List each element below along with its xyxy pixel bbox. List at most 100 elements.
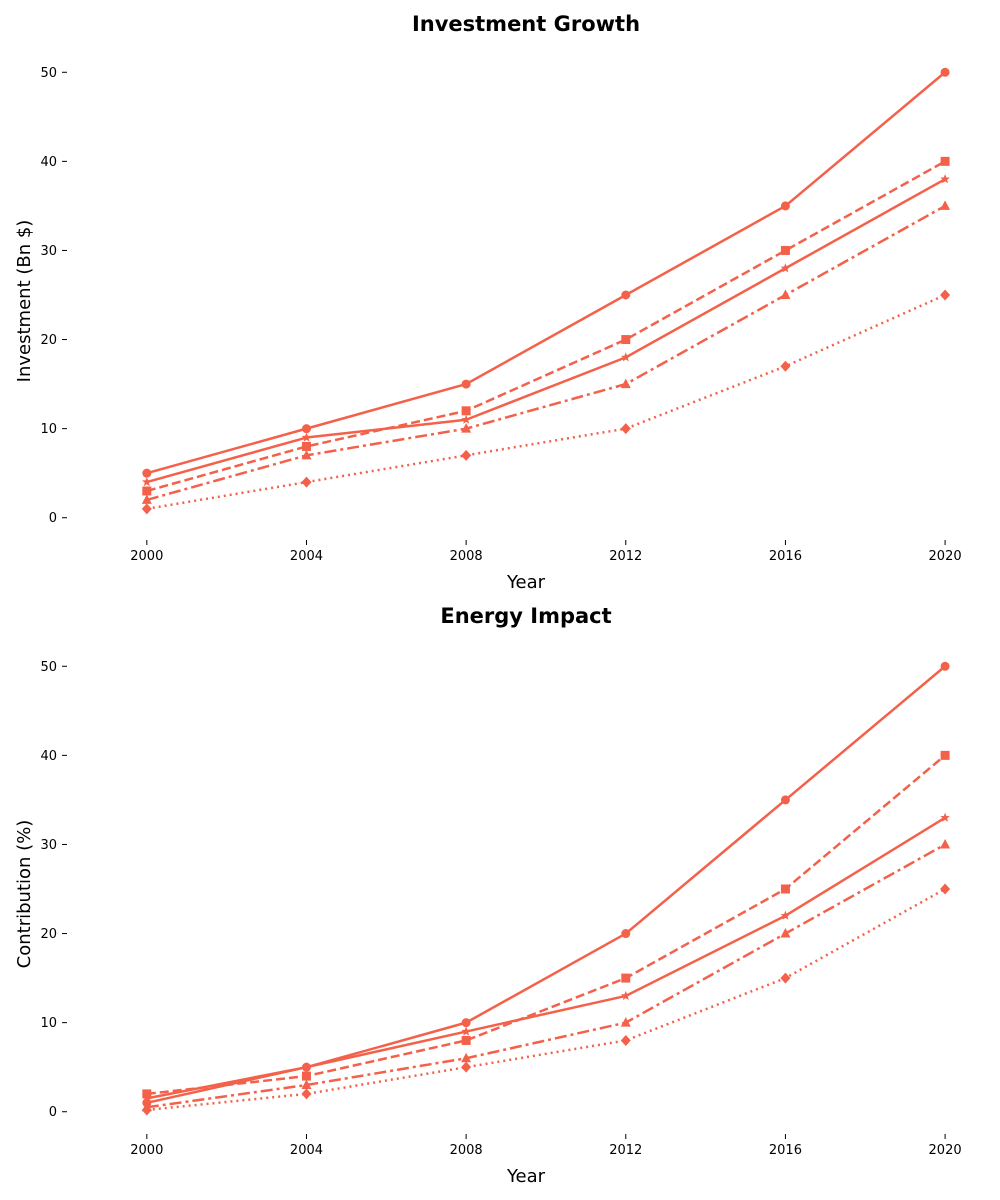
data-point [461,1026,471,1036]
series-3 [141,200,951,504]
data-point [141,1104,152,1116]
data-point [620,378,631,389]
y-axis-label: Investment (Bn $) [14,220,35,383]
data-point [940,174,950,184]
data-point [301,432,312,442]
series-line [146,71,946,475]
investment-growth-chart: Investment Growth Year Investment (Bn $)… [14,12,962,593]
data-point [141,494,152,504]
series-4 [141,883,951,1116]
data-point [301,449,312,460]
x-tick-label: 2012 [609,1143,642,1158]
data-point [780,972,791,984]
data-point [142,477,152,487]
series-2 [142,750,950,1099]
series-2 [142,156,950,496]
data-point [461,1061,472,1073]
series-4 [141,289,951,515]
y-tick-label: 40 [40,749,57,764]
data-point [142,1093,152,1103]
series-line [146,293,946,511]
series-line [146,754,946,1096]
y-tick-label: 20 [40,927,57,942]
data-point [461,379,471,389]
y-tick-label: 50 [40,66,57,81]
series-line [146,160,946,493]
x-axis-label: Year [506,572,546,593]
y-tick-label: 10 [40,422,57,437]
data-point [621,990,631,1000]
data-point [461,1035,471,1045]
data-point [142,486,152,496]
data-point [620,1034,631,1046]
x-tick-label: 2000 [130,549,163,564]
energy-impact-chart: Energy Impact Year Contribution (%) 2000… [14,604,962,1187]
data-point [940,750,950,760]
x-tick-label: 2008 [450,1143,483,1158]
y-tick-label: 0 [49,511,57,526]
data-point [940,156,950,166]
series-line [146,887,946,1112]
x-tick-label: 2016 [769,549,802,564]
series-5 [142,174,950,487]
series-line [146,204,946,502]
chart-title: Investment Growth [412,12,640,36]
data-point [301,476,312,488]
data-point [141,503,152,515]
x-axis-label: Year [506,1166,546,1187]
data-point [940,838,951,849]
data-point [301,424,311,434]
data-point [940,289,951,301]
data-point [301,1071,311,1081]
x-tick-label: 2020 [929,549,962,564]
data-point [461,406,471,416]
data-point [620,1017,631,1027]
chart-title: Energy Impact [440,604,611,628]
x-tick-label: 2008 [450,549,483,564]
y-tick-label: 30 [40,244,57,259]
y-tick-label: 10 [40,1016,57,1031]
data-point [940,812,950,822]
data-point [940,67,950,77]
y-tick-label: 0 [49,1105,57,1120]
data-point [301,441,311,451]
y-axis-label: Contribution (%) [14,820,35,969]
y-tick-label: 20 [40,333,57,348]
series-1 [142,661,950,1108]
series-line [146,843,946,1109]
data-point [780,928,791,938]
data-point [621,352,631,362]
data-point [461,1052,472,1063]
y-tick-label: 40 [40,155,57,170]
x-tick-label: 2016 [769,1143,802,1158]
data-point [940,661,950,671]
data-point [461,1018,471,1028]
series-1 [142,67,950,478]
series-3 [141,838,951,1112]
data-point [780,795,790,805]
y-tick-label: 50 [40,660,57,675]
data-point [621,929,631,939]
y-tick-label: 30 [40,838,57,853]
data-point [621,290,631,300]
data-point [301,1088,312,1100]
data-point [301,1062,312,1072]
series-line [146,816,946,1100]
x-tick-label: 2000 [130,1143,163,1158]
data-point [142,468,152,478]
data-point [301,1079,312,1089]
data-point [621,335,631,345]
x-tick-label: 2020 [929,1143,962,1158]
x-tick-label: 2012 [609,549,642,564]
x-tick-label: 2004 [290,1143,323,1158]
series-line [146,665,946,1105]
data-point [780,245,790,255]
data-point [780,201,790,211]
data-point [780,910,791,920]
x-tick-label: 2004 [290,549,323,564]
series-5 [142,812,950,1103]
data-point [780,289,791,299]
data-point [620,423,631,435]
data-point [461,423,472,433]
